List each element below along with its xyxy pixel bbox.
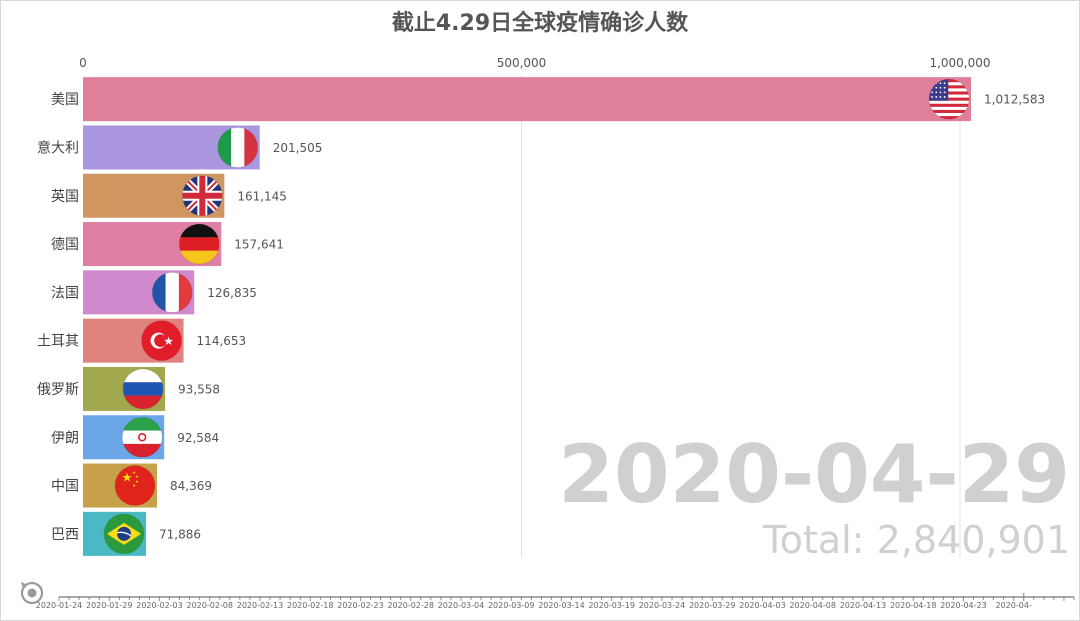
x-tick-label: 1,000,000 — [929, 56, 990, 70]
bar-group: 美国 1,012,583 — [51, 77, 1045, 122]
timeline-label[interactable]: 2020-02-08 — [186, 601, 233, 610]
category-label: 俄罗斯 — [37, 382, 79, 398]
category-label: 中国 — [51, 479, 79, 495]
chart-title: 截止4.29日全球疫情确诊人数 — [392, 10, 689, 36]
bar-group: 中国 84,369 — [51, 463, 212, 508]
category-label: 意大利 — [37, 139, 79, 156]
bar-group: 伊朗 92,584 — [51, 415, 219, 460]
turkey-flag-icon — [141, 320, 182, 361]
bar-group: 英国 161,145 — [51, 173, 287, 218]
brazil-flag-icon — [104, 513, 145, 554]
timeline-label[interactable]: 2020-04-03 — [739, 601, 786, 610]
bar-group: 俄罗斯 93,558 — [37, 366, 220, 411]
total-count-watermark: Total: 2,840,901 — [762, 518, 1070, 562]
x-axis-ticks: 0 500,000 1,000,000 — [79, 56, 990, 70]
value-label: 1,012,583 — [984, 93, 1045, 107]
value-label: 71,886 — [159, 527, 201, 541]
timeline-label[interactable]: 2020-03-24 — [639, 601, 686, 610]
russia-flag-icon — [123, 368, 164, 409]
category-label: 巴西 — [51, 527, 79, 543]
timeline-label[interactable]: 2020-04-23 — [940, 601, 987, 610]
germany-flag-icon — [179, 224, 220, 265]
bar — [83, 77, 972, 122]
timeline-label[interactable]: 2020-02-28 — [387, 601, 434, 610]
value-label: 114,653 — [197, 334, 247, 348]
iran-flag-icon — [122, 417, 163, 458]
timeline-label[interactable]: 2020-02-03 — [136, 601, 183, 610]
timeline-label[interactable]: 2020-01-24 — [36, 601, 83, 610]
timeline-label[interactable]: 2020-03-19 — [588, 601, 635, 610]
category-label: 美国 — [51, 92, 79, 108]
timeline-label[interactable]: 2020-02-13 — [237, 601, 284, 610]
timeline-labels: 2020-01-24 2020-01-29 2020-02-03 2020-02-08… — [36, 601, 1032, 610]
category-label: 德国 — [51, 237, 79, 253]
bar-group: 意大利 201,505 — [37, 125, 323, 170]
timeline-label[interactable]: 2020-04-13 — [840, 601, 887, 610]
category-label: 伊朗 — [51, 430, 79, 446]
x-tick-label: 500,000 — [497, 56, 547, 70]
bar-group: 德国 157,641 — [51, 222, 284, 267]
value-label: 201,505 — [273, 141, 323, 155]
x-gridlines — [521, 75, 961, 558]
timeline-label[interactable]: 2020-02-23 — [337, 601, 384, 610]
timeline-label[interactable]: 2020-01-29 — [86, 601, 133, 610]
timeline-label[interactable]: 2020-03-14 — [538, 601, 585, 610]
china-flag-icon — [114, 465, 155, 506]
timeline-label[interactable]: 2020-02-18 — [287, 601, 334, 610]
bar-group: 巴西 71,886 — [51, 511, 201, 556]
timeline-label[interactable]: 2020-04-08 — [789, 601, 836, 610]
category-label: 法国 — [51, 285, 79, 301]
value-label: 157,641 — [234, 238, 284, 252]
timeline-label[interactable]: 2020-04- — [996, 601, 1032, 610]
timeline-label[interactable]: 2020-03-09 — [488, 601, 535, 610]
bar-group: 土耳其 114,653 — [37, 318, 247, 363]
value-label: 84,369 — [170, 479, 212, 493]
timeline-slider[interactable]: 2020-01-24 2020-01-29 2020-02-03 2020-02-08… — [36, 593, 1075, 610]
timeline-label[interactable]: 2020-03-29 — [689, 601, 736, 610]
category-label: 英国 — [51, 188, 79, 205]
uk-flag-icon — [182, 175, 223, 216]
bars: 美国 1,012,583 意大利 201,505 英国 161,145 德国 157,641 法… — [37, 77, 1045, 556]
value-label: 126,835 — [207, 286, 257, 300]
value-label: 161,145 — [237, 189, 287, 203]
france-flag-icon — [152, 272, 193, 313]
category-label: 土耳其 — [37, 334, 79, 350]
replay-icon[interactable] — [20, 581, 44, 605]
x-tick-label: 0 — [79, 56, 87, 70]
bar-group: 法国 126,835 — [51, 270, 257, 315]
value-label: 92,584 — [177, 431, 219, 445]
current-date-watermark: 2020-04-29 — [558, 428, 1070, 521]
italy-flag-icon — [217, 127, 258, 168]
timeline-label[interactable]: 2020-04-18 — [890, 601, 937, 610]
value-label: 93,558 — [178, 382, 220, 396]
timeline-label[interactable]: 2020-03-04 — [438, 601, 485, 610]
